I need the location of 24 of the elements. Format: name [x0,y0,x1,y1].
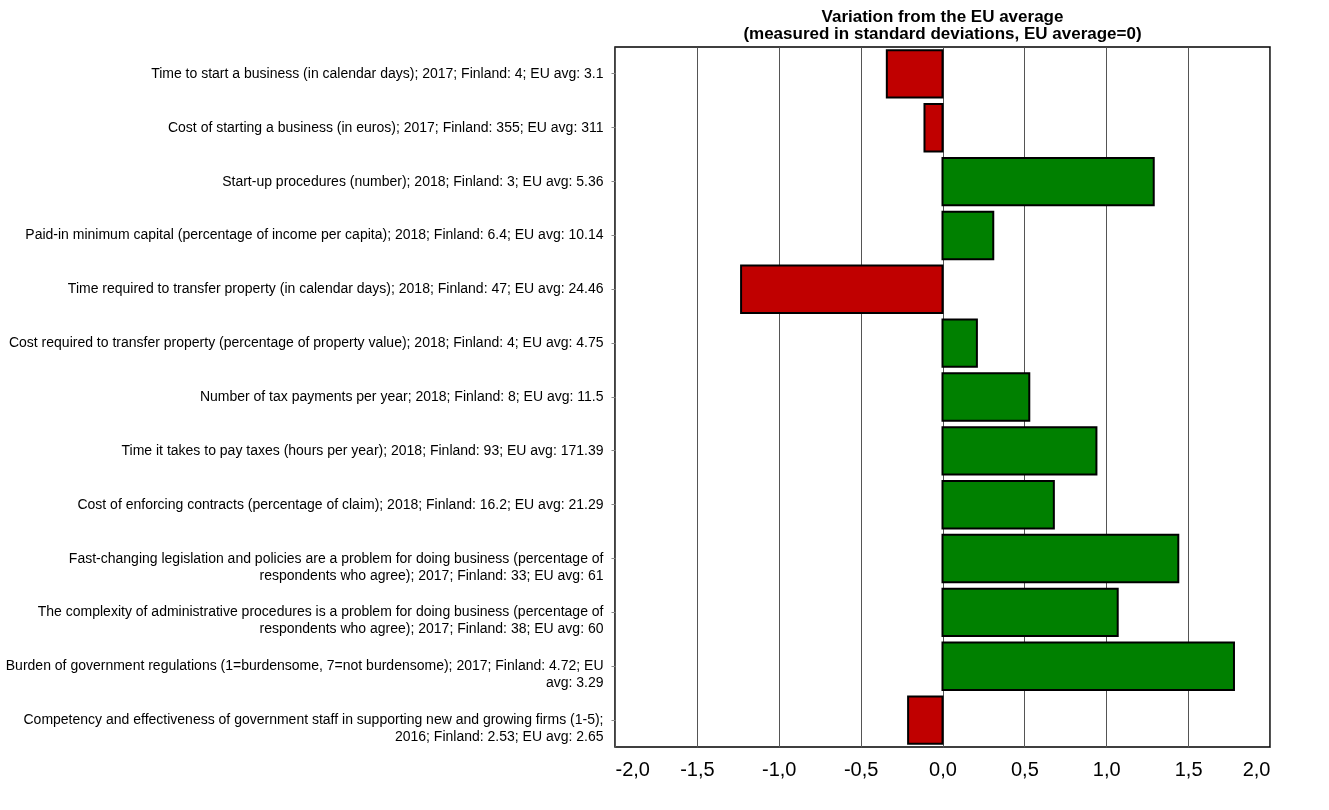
y-tick-label: Burden of government regulations (1=burdensome, 7=not burdensome); 2017; Finland: 4.72; EU avg: 3.29 [5,657,604,691]
y-tick-label: Time it takes to pay taxes (hours per year); 2018; Finland: 93; EU avg: 171.39 [121,441,604,458]
x-tick-label: 1,0 [1092,757,1121,780]
y-tick-label: Cost required to transfer property (percentage of property value); 2018; Finland: 4; EU avg: 4.75 [8,334,604,351]
x-tick-label: -2,0 [615,757,650,780]
x-tick-label: -1,5 [680,757,715,780]
x-tick-label: 0,0 [929,757,957,780]
y-tick-label: Competency and effectiveness of government staff in supporting new and growing firms (1-5); 2016; Finland: 2.53; EU avg: 2.65 [23,711,604,745]
y-tick-label: Time to start a business (in calendar days); 2017; Finland: 4; EU avg: 3.1 [151,64,604,81]
x-tick-label: 0,5 [1010,757,1039,780]
y-tick-label: Start-up procedures (number); 2018; Finland: 3; EU avg: 5.36 [222,172,604,189]
y-tick-label: Number of tax payments per year; 2018; Finland: 8; EU avg: 11.5 [199,388,604,404]
y-tick-label: Paid-in minimum capital (percentage of income per capita); 2018; Finland: 6.4; EU avg: 10.14 [25,226,604,243]
y-tick-label: Fast-changing legislation and policies are a problem for doing business (percentage of respondents who agree); 2017; Finland: 33; EU avg: 61 [68,549,604,583]
x-tick-label: 2,0 [1242,757,1271,780]
y-tick-label: Time required to transfer property (in calendar days); 2018; Finland: 47; EU avg: 24.46 [67,280,604,297]
chart-subtitle: (measured in standard deviations, EU average=0) [743,24,1142,43]
chart-title: Variation from the EU average [821,7,1064,26]
y-tick-label: Cost of enforcing contracts (percentage of claim); 2018; Finland: 16.2; EU avg: 21.29 [77,495,604,512]
y-tick-label: The complexity of administrative procedures is a problem for doing business (percentage of respondents who agree); 2017; Finland: 38; EU avg: 60 [37,603,604,637]
x-tick-label: -0,5 [843,757,879,780]
x-tick-label: 1,5 [1174,757,1203,780]
x-tick-label: -1,0 [762,757,797,780]
y-tick-label: Cost of starting a business (in euros); 2017; Finland: 355; EU avg: 311 [167,118,604,135]
